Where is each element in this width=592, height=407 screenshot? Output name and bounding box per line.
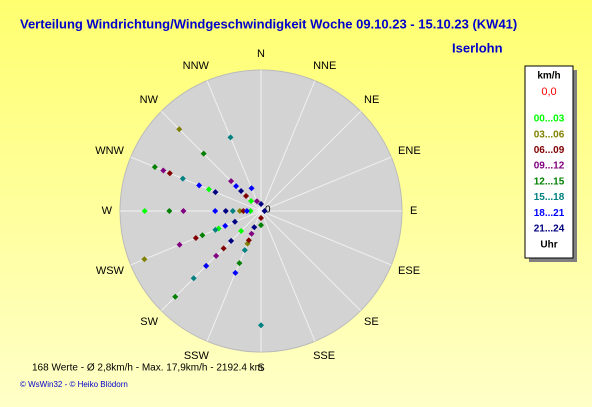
spoke — [260, 210, 362, 312]
point — [245, 237, 252, 244]
point — [251, 224, 258, 231]
point — [238, 188, 245, 195]
current-value: 0,0 — [541, 86, 556, 98]
legend: 00...03 03...06 06...09 09...12 12...15 15...… — [534, 114, 565, 235]
direction-label: SW — [140, 316, 158, 328]
point — [200, 150, 207, 157]
point — [166, 208, 173, 214]
legend-entry: 18...21 — [534, 208, 565, 219]
point — [229, 208, 236, 214]
legend-entry: 15...18 — [534, 192, 565, 203]
legend-entry: 03...06 — [534, 129, 565, 140]
spoke — [130, 156, 262, 212]
point — [248, 230, 255, 237]
point — [222, 208, 229, 214]
direction-label: S — [257, 362, 264, 374]
point — [205, 186, 212, 193]
direction-label: NE — [364, 94, 379, 106]
point — [232, 269, 239, 276]
point — [212, 189, 219, 196]
point — [196, 182, 203, 189]
point — [238, 227, 245, 234]
direction-label: WNW — [95, 145, 124, 157]
point — [258, 322, 264, 329]
direction-label: N — [257, 48, 265, 60]
direction-label: NNW — [183, 60, 210, 72]
point — [141, 208, 148, 214]
point — [240, 208, 247, 214]
point — [247, 208, 254, 214]
point — [248, 185, 255, 192]
point — [190, 275, 197, 282]
point — [141, 256, 148, 263]
legend-title: km/h — [537, 71, 560, 82]
point — [222, 222, 229, 229]
point — [236, 260, 243, 267]
point — [176, 241, 183, 248]
point — [213, 252, 220, 259]
spoke — [260, 110, 362, 212]
point — [258, 215, 264, 222]
legend-entry: 06...09 — [534, 145, 565, 156]
spoke — [260, 80, 316, 212]
spoke — [260, 156, 392, 212]
direction-label: SE — [364, 316, 379, 328]
direction-labels: N NNE NE ENE E ESE SE SSE S SSW SW WSW W WNW NW NNW 0 — [95, 48, 420, 374]
point — [203, 262, 210, 269]
legend-entry: 00...03 — [534, 114, 565, 125]
point — [179, 175, 186, 182]
spoke — [260, 210, 316, 342]
direction-label: NNE — [313, 60, 336, 72]
legend-entry: 21...24 — [534, 224, 565, 235]
point — [243, 208, 250, 214]
direction-label: NW — [140, 94, 159, 106]
point — [227, 134, 234, 141]
direction-label: SSE — [313, 350, 335, 362]
legend-entry: 12...15 — [534, 176, 565, 187]
direction-label: W — [102, 205, 113, 217]
footer: 168 Werte - Ø 2,8km/h - Max. 17,9km/h - … — [32, 363, 263, 374]
credits: © WsWin32 - © Heiko Blödorn — [20, 380, 128, 389]
point — [199, 232, 206, 239]
center-label: 0 — [265, 205, 271, 216]
point — [231, 218, 238, 225]
point — [228, 237, 235, 244]
point — [258, 222, 264, 229]
point — [192, 234, 199, 241]
point — [166, 170, 173, 177]
direction-label: ESE — [398, 265, 420, 277]
point — [241, 247, 248, 254]
point — [261, 208, 268, 214]
point — [258, 200, 264, 207]
point — [220, 245, 227, 252]
direction-label: WSW — [96, 265, 125, 277]
point — [236, 208, 243, 214]
point — [180, 208, 187, 214]
point — [151, 164, 158, 171]
direction-label: ENE — [398, 145, 421, 157]
point — [212, 226, 219, 233]
legend-entry: 09...12 — [534, 161, 565, 172]
spoke — [260, 210, 392, 266]
legend-box — [524, 65, 574, 259]
point — [172, 293, 179, 300]
point — [248, 198, 255, 205]
spokes — [120, 70, 402, 352]
point — [212, 208, 219, 214]
point — [176, 126, 183, 133]
point — [233, 183, 240, 190]
legend-footer: Uhr — [540, 240, 557, 251]
point — [160, 167, 167, 174]
chart-subtitle: Iserlohn — [452, 40, 503, 55]
spoke — [160, 210, 262, 312]
point — [228, 178, 235, 185]
direction-label: SSW — [184, 350, 210, 362]
chart-title: Verteilung Windrichtung/Windgeschwindigk… — [20, 16, 517, 31]
direction-label: E — [410, 205, 417, 217]
point — [253, 198, 260, 205]
points — [141, 126, 268, 329]
point — [243, 193, 250, 200]
